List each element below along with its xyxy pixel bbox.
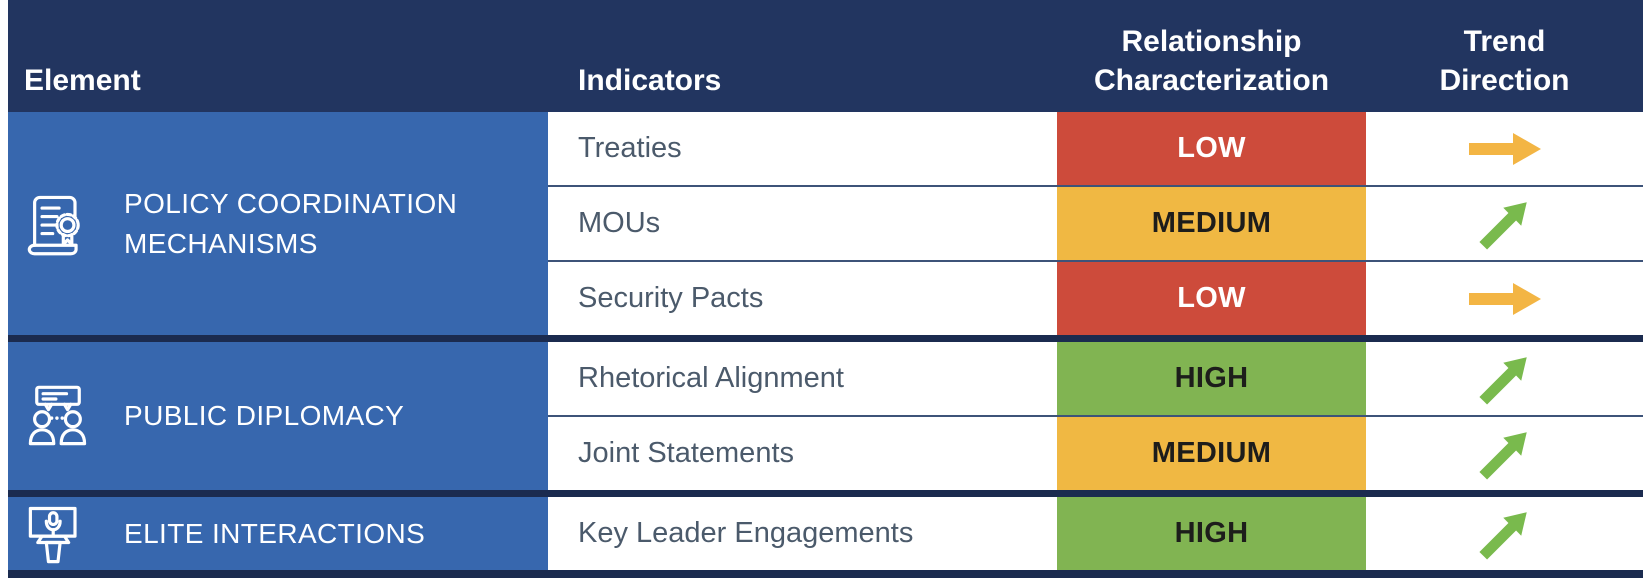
element-group: ELITE INTERACTIONS Key Leader Engagements… xyxy=(8,490,1643,570)
right-arrow-icon xyxy=(1467,129,1543,169)
element-group: POLICY COORDINATION MECHANISMS Treaties LO… xyxy=(8,112,1643,335)
element-cell: POLICY COORDINATION MECHANISMS xyxy=(8,112,548,335)
element-cell: ELITE INTERACTIONS xyxy=(8,497,548,570)
element-label: POLICY COORDINATION MECHANISMS xyxy=(124,188,458,259)
element-label: PUBLIC DIPLOMACY xyxy=(124,400,405,432)
table-body: POLICY COORDINATION MECHANISMS Treaties LO… xyxy=(8,112,1643,570)
podium-icon xyxy=(24,500,92,568)
characterization-cell: HIGH xyxy=(1057,497,1366,570)
table-bottom-border xyxy=(8,570,1643,578)
characterization-cell: HIGH xyxy=(1057,342,1366,415)
up-right-arrow-icon xyxy=(1476,425,1534,483)
indicator-label: Key Leader Engagements xyxy=(548,497,1057,570)
indicator-row: Treaties LOW xyxy=(548,112,1643,185)
header-line: Characterization xyxy=(1093,63,1330,97)
indicator-row: Joint Statements MEDIUM xyxy=(548,415,1643,490)
column-header-element: Element xyxy=(24,63,141,97)
element-cell: PUBLIC DIPLOMACY xyxy=(8,342,548,490)
indicator-row: MOUs MEDIUM xyxy=(548,185,1643,260)
trend-cell xyxy=(1366,342,1643,415)
up-right-arrow-icon xyxy=(1476,505,1534,563)
trend-cell xyxy=(1366,497,1643,570)
table-header-row: Element Indicators Relationship Characte… xyxy=(8,0,1643,112)
characterization-cell: LOW xyxy=(1057,262,1366,335)
column-header-trend-direction: Trend Direction xyxy=(1366,23,1643,112)
element-label: ELITE INTERACTIONS xyxy=(124,517,426,549)
certificate-icon xyxy=(24,190,92,258)
header-line: Direction xyxy=(1439,63,1570,97)
right-arrow-icon xyxy=(1467,279,1543,319)
conversation-icon xyxy=(24,382,92,450)
header-line: Trend xyxy=(1463,25,1546,59)
indicator-label: Rhetorical Alignment xyxy=(548,342,1057,415)
indicator-row: Rhetorical Alignment HIGH xyxy=(548,342,1643,415)
column-header-indicators: Indicators xyxy=(578,63,722,97)
indicator-row: Security Pacts LOW xyxy=(548,260,1643,335)
indicator-label: Security Pacts xyxy=(548,262,1057,335)
header-line: Relationship xyxy=(1121,25,1302,59)
up-right-arrow-icon xyxy=(1476,350,1534,408)
indicator-rows: Rhetorical Alignment HIGH Joint Statements… xyxy=(548,342,1643,490)
trend-cell xyxy=(1366,112,1643,185)
characterization-cell: MEDIUM xyxy=(1057,417,1366,490)
trend-cell xyxy=(1366,262,1643,335)
characterization-cell: LOW xyxy=(1057,112,1366,185)
element-group: PUBLIC DIPLOMACY Rhetorical Alignment HIGH… xyxy=(8,335,1643,490)
characterization-cell: MEDIUM xyxy=(1057,187,1366,260)
indicator-rows: Treaties LOW MOUs MEDIUM Security Pacts LOW xyxy=(548,112,1643,335)
assessment-table: Element Indicators Relationship Characte… xyxy=(8,0,1643,578)
indicator-label: MOUs xyxy=(548,187,1057,260)
indicator-label: Joint Statements xyxy=(548,417,1057,490)
indicator-rows: Key Leader Engagements HIGH xyxy=(548,497,1643,570)
column-header-relationship-characterization: Relationship Characterization xyxy=(1057,23,1366,112)
indicator-row: Key Leader Engagements HIGH xyxy=(548,497,1643,570)
up-right-arrow-icon xyxy=(1476,195,1534,253)
trend-cell xyxy=(1366,417,1643,490)
indicator-label: Treaties xyxy=(548,112,1057,185)
trend-cell xyxy=(1366,187,1643,260)
